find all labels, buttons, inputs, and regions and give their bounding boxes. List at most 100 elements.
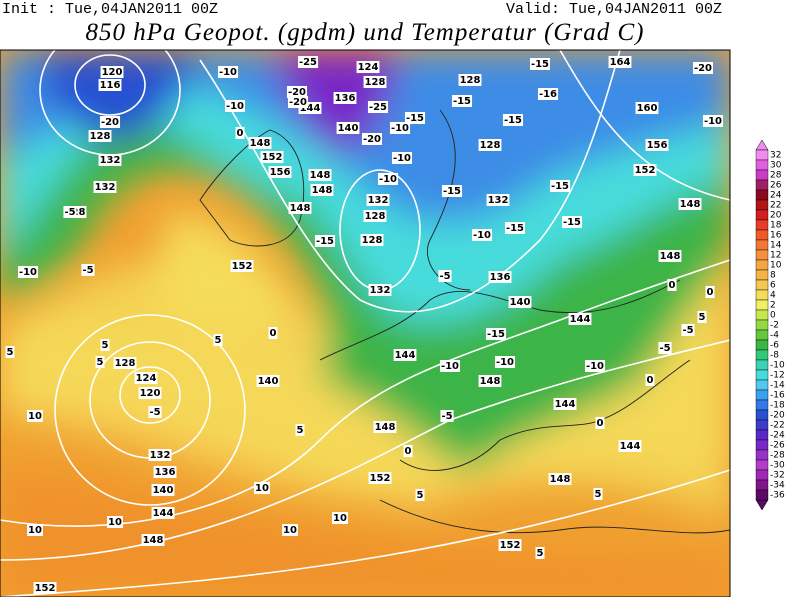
colorbar-swatch — [755, 439, 769, 451]
contour-label: 5 — [215, 335, 222, 346]
label-box — [235, 127, 245, 139]
label-box — [438, 270, 452, 282]
contour-label: 140 — [153, 485, 174, 496]
colorbar-tick-label: -8 — [770, 351, 779, 361]
label-box — [478, 139, 502, 151]
label-box — [295, 424, 305, 436]
contour-label: 128 — [365, 77, 386, 88]
colorbar-tick-label: -36 — [770, 491, 785, 501]
label-box — [667, 279, 677, 291]
contour-label: 148 — [143, 535, 164, 546]
colorbar-tick-label: 12 — [770, 251, 781, 261]
label-box — [254, 482, 270, 494]
contour-label: -15 — [453, 96, 471, 107]
contour-label: -20 — [363, 134, 381, 145]
contour-label: 144 — [620, 441, 641, 452]
label-box — [658, 250, 682, 262]
colorbar-tick-label: 26 — [770, 181, 782, 191]
label-box — [502, 114, 524, 126]
label-box — [314, 235, 336, 247]
colorbar-swatch — [755, 479, 769, 491]
colorbar-swatch — [755, 409, 769, 421]
contour-label: 128 — [480, 140, 501, 151]
contour-label: -20 — [289, 97, 307, 108]
label-box — [697, 311, 707, 323]
contour-label: -10 — [226, 101, 244, 112]
label-box — [702, 115, 724, 127]
label-box — [151, 484, 175, 496]
label-box — [356, 61, 380, 73]
colorbar-tick-label: 4 — [770, 291, 776, 301]
label-box — [415, 489, 425, 501]
contour-label: -5 — [64, 207, 75, 218]
contour-label: 5 — [595, 489, 602, 500]
label-box — [584, 360, 606, 372]
label-box — [618, 440, 642, 452]
colorbar-swatch — [755, 179, 769, 191]
colorbar-tick-label: 30 — [770, 161, 782, 171]
label-box — [595, 417, 605, 429]
label-box — [471, 229, 493, 241]
colorbar-tick-label: 24 — [770, 191, 782, 201]
contour-label: -10 — [379, 174, 397, 185]
colorbar-tick-label: 20 — [770, 211, 782, 221]
label-box — [494, 356, 516, 368]
label-box — [310, 184, 334, 196]
contour-label: 0 — [707, 287, 714, 298]
map-labels: 120116-20128132132128-101281241201321361… — [5, 56, 724, 594]
contour-label: -15 — [316, 236, 334, 247]
label-box — [297, 56, 319, 68]
label-box — [529, 58, 551, 70]
contour-label: -5 — [682, 325, 693, 336]
contour-label: 132 — [368, 195, 389, 206]
label-box — [368, 284, 392, 296]
label-box — [88, 130, 112, 142]
label-box — [568, 313, 592, 325]
contour-label: 148 — [375, 422, 396, 433]
label-box — [63, 206, 77, 218]
map-frame — [0, 49, 731, 597]
contour-label: -15 — [504, 115, 522, 126]
label-box — [268, 166, 292, 178]
contour-label: 10 — [28, 411, 42, 422]
colorbar-swatch — [755, 229, 769, 241]
colorbar-swatch — [755, 299, 769, 311]
label-box — [95, 356, 105, 368]
temperature-field — [0, 50, 730, 597]
contour-label: 5 — [417, 490, 424, 501]
contour-label: 148 — [312, 185, 333, 196]
label-box — [535, 547, 545, 559]
label-box — [635, 102, 659, 114]
label-box — [224, 100, 246, 112]
label-box — [361, 133, 383, 145]
contour-label: 5 — [102, 340, 109, 351]
contour-label: -25 — [299, 57, 317, 68]
label-box — [81, 264, 95, 276]
colorbar-swatch — [755, 319, 769, 331]
colorbar-swatch — [755, 249, 769, 261]
contour-label: 132 — [95, 182, 116, 193]
label-box — [287, 96, 309, 108]
label-box — [451, 95, 473, 107]
label-box — [363, 76, 387, 88]
contour-label: 132 — [100, 155, 121, 166]
label-box — [360, 234, 384, 246]
label-box — [608, 56, 632, 68]
colorbar-swatch — [755, 349, 769, 361]
label-box — [286, 86, 308, 98]
label-box — [498, 539, 522, 551]
colorbar-top-arrow — [755, 139, 769, 151]
colorbar-tick-label: -16 — [770, 391, 785, 401]
colorbar-tick-label: 6 — [770, 281, 776, 291]
contour-label: 10 — [28, 525, 42, 536]
contour-label: 148 — [550, 474, 571, 485]
colorbar-swatch — [755, 159, 769, 171]
colorbar-swatch — [755, 379, 769, 391]
contour-label: 140 — [510, 297, 531, 308]
contour-label: -20 — [694, 63, 712, 74]
label-box — [367, 101, 389, 113]
label-box — [33, 582, 57, 594]
contour-label: 136 — [490, 272, 511, 283]
contour-label: 164 — [610, 57, 631, 68]
